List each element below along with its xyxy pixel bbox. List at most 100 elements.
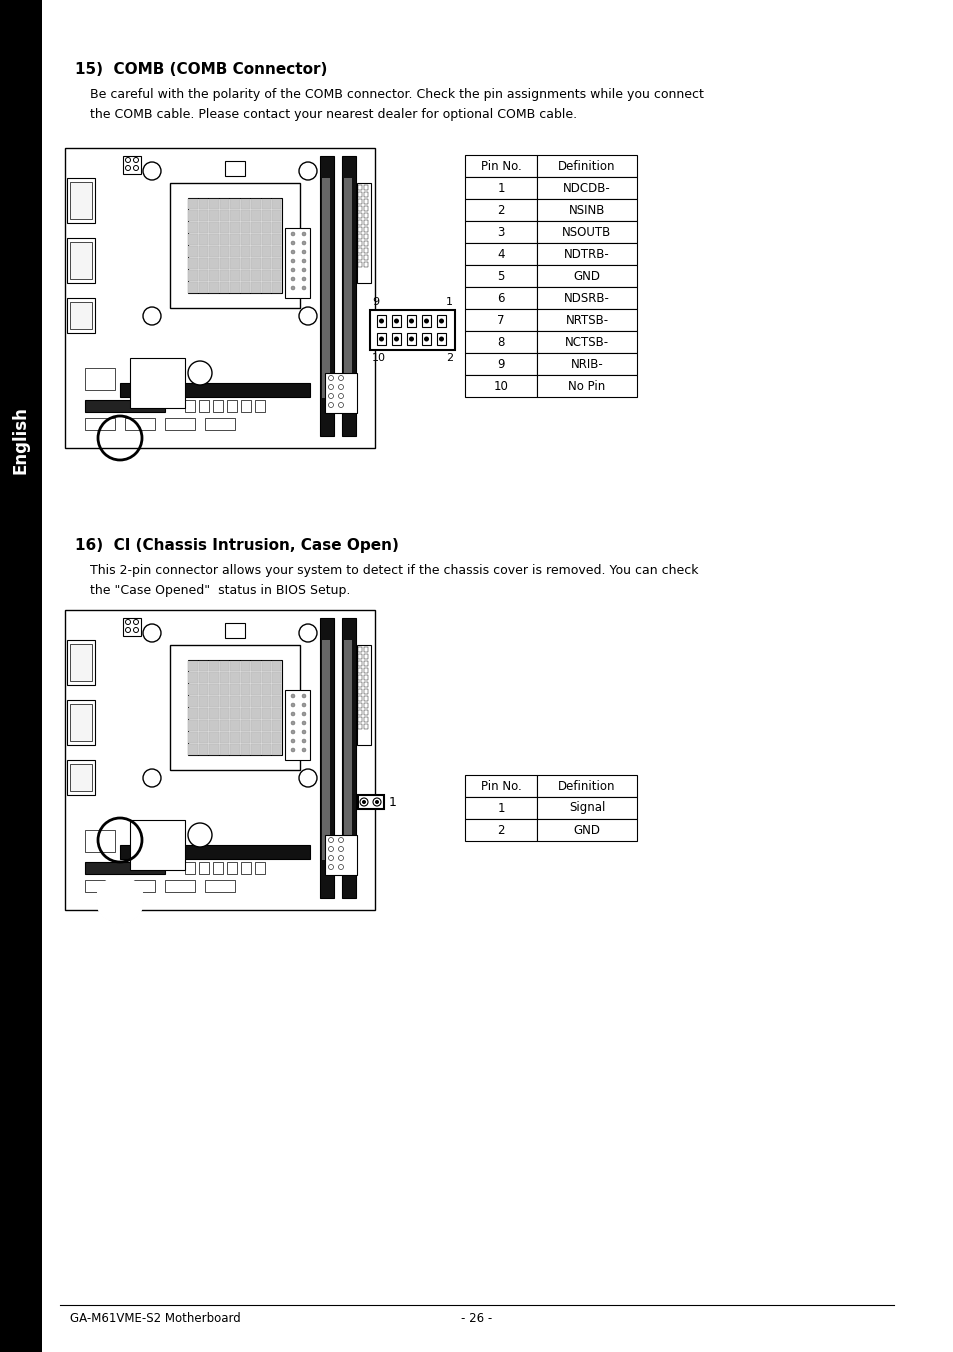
- Circle shape: [328, 376, 334, 380]
- Bar: [272, 696, 281, 707]
- Bar: [199, 863, 209, 873]
- Bar: [219, 222, 229, 233]
- Bar: [464, 353, 537, 375]
- Bar: [219, 744, 229, 754]
- Bar: [364, 654, 368, 658]
- Bar: [165, 418, 194, 430]
- Bar: [227, 863, 236, 873]
- Circle shape: [298, 307, 316, 324]
- Bar: [230, 258, 239, 269]
- Circle shape: [291, 268, 294, 272]
- Text: Be careful with the polarity of the COMB connector. Check the pin assignments wh: Be careful with the polarity of the COMB…: [90, 88, 703, 101]
- Circle shape: [291, 730, 294, 734]
- Bar: [364, 725, 368, 729]
- Bar: [199, 731, 208, 742]
- Bar: [240, 684, 250, 695]
- Bar: [230, 281, 239, 292]
- Circle shape: [394, 337, 398, 342]
- Text: 1: 1: [497, 802, 504, 814]
- Bar: [364, 220, 368, 224]
- Bar: [364, 185, 368, 191]
- Text: 16)  CI (Chassis Intrusion, Case Open): 16) CI (Chassis Intrusion, Case Open): [75, 538, 398, 553]
- Bar: [251, 234, 260, 245]
- Bar: [70, 301, 91, 329]
- Bar: [213, 863, 223, 873]
- Bar: [537, 353, 637, 375]
- Bar: [230, 731, 239, 742]
- Bar: [227, 400, 236, 412]
- Bar: [251, 719, 260, 730]
- Circle shape: [291, 233, 294, 237]
- Bar: [209, 708, 218, 719]
- Text: Signal: Signal: [568, 802, 604, 814]
- Bar: [189, 258, 197, 269]
- Circle shape: [338, 393, 343, 399]
- Bar: [209, 199, 218, 210]
- Bar: [189, 684, 197, 695]
- Circle shape: [328, 393, 334, 399]
- Circle shape: [143, 769, 161, 787]
- Bar: [464, 199, 537, 220]
- Bar: [364, 214, 368, 218]
- Bar: [209, 211, 218, 222]
- Bar: [70, 764, 91, 791]
- Bar: [130, 821, 185, 869]
- Bar: [209, 281, 218, 292]
- Bar: [219, 661, 229, 672]
- Circle shape: [328, 384, 334, 389]
- Bar: [251, 696, 260, 707]
- Circle shape: [143, 625, 161, 642]
- Circle shape: [291, 721, 294, 725]
- Bar: [357, 717, 361, 722]
- Circle shape: [298, 769, 316, 787]
- Circle shape: [302, 721, 306, 725]
- Bar: [251, 246, 260, 257]
- Text: - 26 -: - 26 -: [461, 1311, 492, 1325]
- Bar: [464, 331, 537, 353]
- Bar: [261, 661, 271, 672]
- Bar: [251, 258, 260, 269]
- Bar: [219, 199, 229, 210]
- Bar: [199, 281, 208, 292]
- Bar: [357, 703, 361, 708]
- Bar: [240, 222, 250, 233]
- Bar: [189, 234, 197, 245]
- Bar: [357, 214, 361, 218]
- Bar: [240, 281, 250, 292]
- Circle shape: [302, 277, 306, 281]
- Bar: [251, 281, 260, 292]
- Bar: [272, 672, 281, 683]
- Bar: [67, 700, 95, 745]
- Bar: [240, 708, 250, 719]
- Bar: [230, 234, 239, 245]
- Bar: [464, 155, 537, 177]
- Text: GND: GND: [573, 269, 599, 283]
- Bar: [261, 211, 271, 222]
- Bar: [357, 220, 361, 224]
- Text: No Pin: No Pin: [568, 380, 605, 392]
- Bar: [261, 684, 271, 695]
- Bar: [364, 241, 368, 246]
- Bar: [357, 648, 361, 652]
- Bar: [364, 199, 368, 204]
- Bar: [325, 373, 356, 412]
- Circle shape: [338, 376, 343, 380]
- Circle shape: [188, 361, 212, 385]
- Bar: [357, 654, 361, 658]
- Bar: [272, 270, 281, 281]
- Bar: [240, 672, 250, 683]
- Bar: [219, 246, 229, 257]
- Text: 9: 9: [497, 357, 504, 370]
- Circle shape: [298, 625, 316, 642]
- Circle shape: [302, 287, 306, 289]
- Bar: [357, 668, 361, 673]
- Bar: [364, 256, 368, 260]
- Bar: [261, 270, 271, 281]
- Circle shape: [133, 165, 138, 170]
- Circle shape: [302, 703, 306, 707]
- Bar: [230, 672, 239, 683]
- Bar: [251, 684, 260, 695]
- Bar: [205, 880, 234, 892]
- Bar: [120, 383, 310, 397]
- Bar: [537, 287, 637, 310]
